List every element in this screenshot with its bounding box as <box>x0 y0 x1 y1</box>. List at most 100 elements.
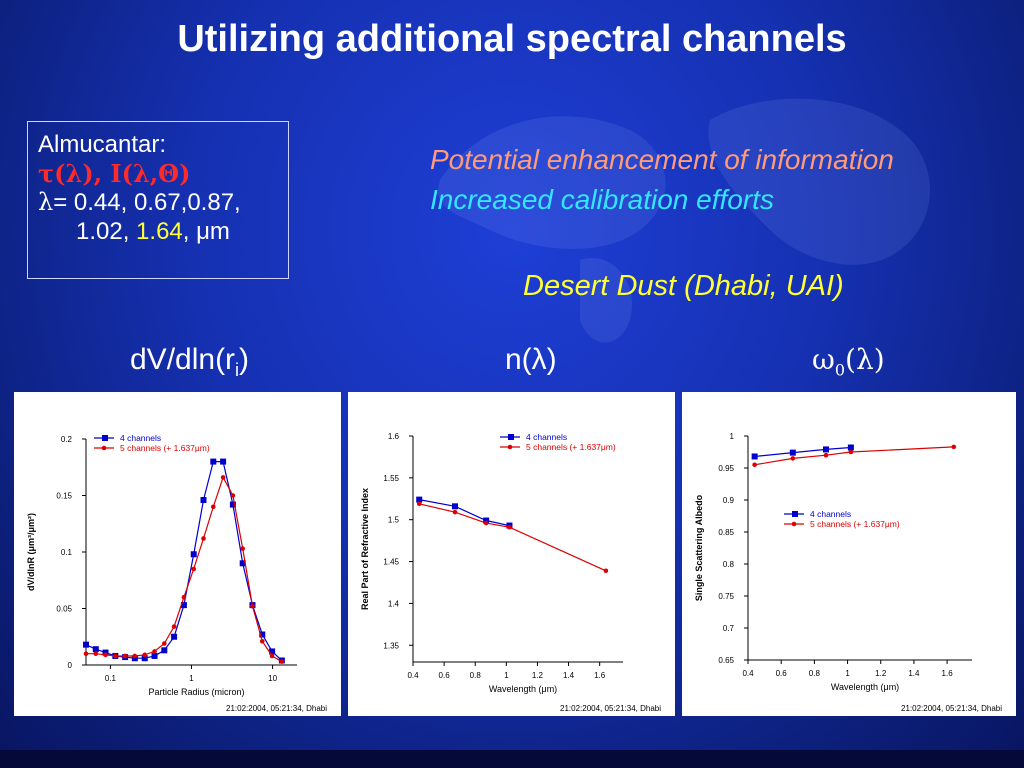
y-tick-label: 1.55 <box>383 474 399 483</box>
data-point-circle <box>452 509 458 515</box>
data-point-square <box>259 631 266 638</box>
wavelength-list-cont: 1.02, 1.64, μm <box>38 217 278 246</box>
size-distribution-svg: 0 0.05 0.1 0.15 0.2 0.1 1 10 Particle Radius (mi… <box>26 433 327 713</box>
data-point-circle <box>951 444 957 450</box>
data-point-square <box>822 446 829 453</box>
x-tick-label: 10 <box>268 674 277 683</box>
data-point-circle <box>752 462 757 468</box>
data-point-square <box>171 633 178 640</box>
data-point-square <box>83 641 89 648</box>
series-line-1 <box>754 446 851 458</box>
data-point-square <box>141 655 148 662</box>
y-tick-label: 0.9 <box>723 496 735 505</box>
data-point-square <box>789 449 796 456</box>
series-line-2 <box>754 446 954 466</box>
y-tick-label: 0.95 <box>718 464 734 473</box>
data-point-circle <box>93 651 99 656</box>
y-tick-label: 1.5 <box>388 516 400 525</box>
y-tick-label: 0.75 <box>718 592 734 601</box>
wavelength-values: = 0.44, 0.67,0.87, <box>53 189 241 216</box>
legend-marker <box>101 445 107 451</box>
y-tick-label: 0.1 <box>61 548 73 557</box>
data-point-square <box>92 646 99 653</box>
data-point-square <box>847 444 854 451</box>
data-point-circle <box>103 652 108 658</box>
legend-marker <box>791 521 797 527</box>
x-tick-label: 0.1 <box>105 674 117 683</box>
almucantar-info-box: Almucantar: τ(λ), I(λ,Θ) λ= 0.44, 0.67,0… <box>27 121 289 279</box>
legend-label: 5 channels (+ 1.637μm) <box>526 442 616 452</box>
wavelength-values-2: 1.02, <box>76 218 137 245</box>
data-point-circle <box>210 504 216 510</box>
x-axis-label: Wavelength (μm) <box>831 682 899 692</box>
series-line-2 <box>86 475 283 663</box>
y-axis-label: dV/dlnR (μm³/μm²) <box>26 513 36 591</box>
legend-label: 4 channels <box>810 509 851 519</box>
tau-intensity-label: τ(λ), I(λ,Θ) <box>38 159 191 188</box>
legend-label: 4 channels <box>120 433 161 443</box>
wavelength-list: λ= 0.44, 0.67,0.87, <box>38 188 278 217</box>
x-axis-label: Wavelength (μm) <box>489 684 557 694</box>
y-tick-label: 0.85 <box>718 528 734 537</box>
series-line-1 <box>85 460 283 661</box>
timestamp-label: 21:02:2004, 05:21:34, Dhabi <box>226 704 327 713</box>
x-tick-label: 1 <box>504 671 509 680</box>
y-axis-label: Real Part of Refractive Index <box>360 488 370 610</box>
data-point-circle <box>142 652 148 658</box>
y-tick-label: 1.6 <box>388 432 400 441</box>
albedo-omega: ω <box>812 343 835 376</box>
legend-label: 5 channels (+ 1.637μm) <box>120 443 210 453</box>
data-point-circle <box>220 475 226 480</box>
data-point-square <box>239 560 246 567</box>
y-tick-label: 0.8 <box>723 560 735 569</box>
world-map-watermark <box>438 98 930 343</box>
data-point-circle <box>122 653 128 659</box>
y-tick-label: 0.65 <box>718 656 734 665</box>
x-tick-label: 0.4 <box>407 671 419 680</box>
data-point-circle <box>83 651 89 656</box>
size-label-sub: i <box>235 360 240 380</box>
x-tick-label: 1.4 <box>563 671 575 680</box>
data-point-square <box>483 517 490 524</box>
timestamp-label: 21:02:2004, 05:21:34, Dhabi <box>901 704 1002 713</box>
albedo-svg: 0.65 0.7 0.75 0.8 0.85 0.9 0.95 1 0.4 0.6 0.8 1 1.2 1… <box>694 432 1002 713</box>
data-point-circle <box>483 520 489 526</box>
data-point-square <box>416 496 423 503</box>
data-point-circle <box>259 638 265 644</box>
albedo-rest: (λ) <box>845 343 885 376</box>
series-line-1 <box>419 499 510 527</box>
y-tick-label: 0.2 <box>61 435 73 444</box>
x-axis-label: Particle Radius (micron) <box>148 687 244 697</box>
data-point-circle <box>507 524 512 530</box>
data-point-circle <box>181 594 187 600</box>
data-point-square <box>151 652 158 659</box>
wavelength-highlight: 1.64 <box>136 218 183 245</box>
lambda-symbol: λ <box>38 188 54 216</box>
x-tick-label: 1 <box>189 674 194 683</box>
albedo-chart: 0.65 0.7 0.75 0.8 0.85 0.9 0.95 1 0.4 0.6 0.8 1 1.2 1… <box>682 392 1016 716</box>
data-point-circle <box>250 603 255 609</box>
albedo-sub: 0 <box>834 360 846 380</box>
data-point-circle <box>230 493 236 498</box>
series-line-2 <box>419 503 607 572</box>
y-tick-label: 0.15 <box>56 492 72 501</box>
data-point-square <box>190 551 197 558</box>
x-tick-label: 1.6 <box>942 669 954 678</box>
data-point-circle <box>152 649 157 654</box>
x-tick-label: 1.2 <box>532 671 544 680</box>
slide-title: Utilizing additional spectral channels <box>177 18 847 60</box>
data-point-circle <box>790 456 796 461</box>
y-tick-label: 0.7 <box>723 624 735 633</box>
size-label-close: ) <box>239 343 250 376</box>
data-point-circle <box>269 653 275 659</box>
legend-marker <box>508 434 514 440</box>
data-point-circle <box>279 659 285 664</box>
x-tick-label: 0.8 <box>470 671 482 680</box>
enhancement-text: Potential enhancement of information Inc… <box>430 140 894 220</box>
data-point-circle <box>201 536 206 541</box>
data-point-circle <box>132 653 138 659</box>
desert-dust-label: Desert Dust (Dhabi, UAI) <box>523 270 844 302</box>
data-point-square <box>452 503 458 510</box>
x-tick-label: 1 <box>845 669 850 678</box>
enhancement-line-1: Potential enhancement of information <box>430 144 894 175</box>
